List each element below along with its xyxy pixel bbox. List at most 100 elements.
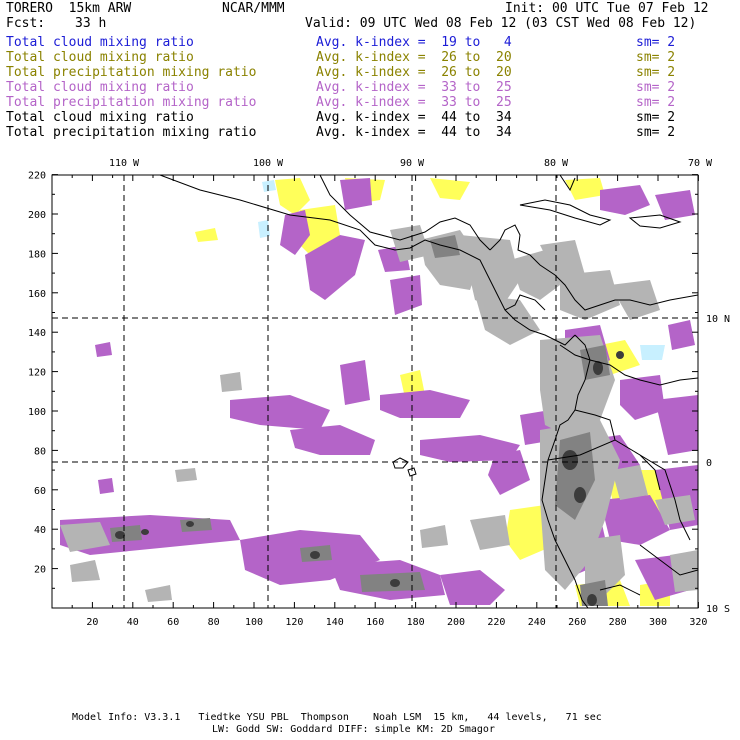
yellow-area: [400, 370, 425, 398]
coastline-south-america: [541, 334, 591, 608]
border-peru: [547, 439, 661, 491]
purple-area: [98, 478, 114, 494]
purple-area: [600, 185, 650, 215]
gray-area: [390, 225, 430, 262]
purple-area: [290, 425, 375, 455]
x-tick-label: 160: [366, 617, 384, 628]
dark-cell: [141, 529, 149, 535]
field-name: Total precipitation mixing ratio: [6, 65, 257, 80]
longitude-label: 100 W: [253, 158, 284, 169]
border-bolivia: [639, 544, 698, 576]
gray-area: [510, 250, 560, 300]
gray-area: [612, 465, 648, 500]
y-tick-label: 60: [34, 486, 46, 497]
field-kindex: Avg. k-index = 26 to 20: [316, 65, 512, 80]
forecast-label: Fcst:: [6, 16, 46, 31]
yellow-area: [430, 178, 470, 200]
field-sm: sm= 2: [636, 65, 676, 80]
x-tick-label: 80: [208, 617, 220, 628]
y-tick-label: 100: [28, 407, 46, 418]
border-chile: [599, 584, 641, 596]
gray-area: [220, 372, 242, 392]
field-kindex: Avg. k-index = 44 to 34: [316, 125, 512, 140]
field-sm: sm= 2: [636, 80, 676, 95]
longitude-label: 70 W: [688, 158, 713, 169]
coastline-yucatan: [489, 224, 531, 256]
x-tick-label: 260: [568, 617, 586, 628]
gray-area: [60, 522, 110, 552]
purple-area: [440, 570, 505, 605]
valid-time: Valid: 09 UTC Wed 08 Feb 12 (03 CST Wed …: [305, 16, 697, 31]
coastlines: [159, 175, 698, 608]
longitude-label: 80 W: [544, 158, 569, 169]
latitude-label: 0: [706, 458, 712, 469]
field-sm: sm= 2: [636, 110, 676, 125]
axis-labels: 20 40 60 80 100 120 140 160 180 200 220 240 260 280 30…: [28, 158, 730, 628]
purple-area: [655, 190, 695, 220]
model-info-line2: LW: Godd SW: Goddard DIFF: simple KM: 2D…: [212, 724, 495, 735]
dark-cell: [616, 351, 624, 359]
y-tick-label: 80: [34, 446, 46, 457]
y-tick-label: 20: [34, 565, 46, 576]
gray-mid-area: [110, 525, 142, 542]
model-title: TORERO 15km ARW: [6, 1, 132, 16]
coastline-cuba: [519, 199, 612, 226]
purple-area: [380, 390, 470, 418]
latitude-label: 10 S: [706, 604, 730, 615]
longitude-label: 110 W: [109, 158, 140, 169]
purple-area: [390, 275, 422, 315]
gray-area: [145, 585, 172, 602]
x-tick-label: 120: [285, 617, 303, 628]
x-tick-label: 100: [245, 617, 263, 628]
field-sm: sm= 2: [636, 35, 676, 50]
longitude-label: 90 W: [400, 158, 425, 169]
dark-cell: [562, 450, 578, 470]
purple-area: [600, 495, 670, 545]
coastline-florida: [559, 175, 576, 192]
yellow-area: [565, 178, 605, 200]
field-kindex: Avg. k-index = 26 to 20: [316, 50, 512, 65]
purple-area: [230, 395, 330, 430]
coastline-hispaniola: [628, 214, 682, 229]
y-tick-label: 120: [28, 368, 46, 379]
model-info-line1: Model Info: V3.3.1 Tiedtke YSU PBL Thomp…: [72, 712, 602, 723]
gray-area: [420, 525, 448, 548]
coastline-panama: [559, 344, 591, 361]
lat-lon-grid: [52, 175, 698, 608]
border-ecuador: [574, 409, 616, 441]
field-name: Total cloud mixing ratio: [6, 110, 194, 125]
y-tick-label: 200: [28, 210, 46, 221]
gray-area: [610, 280, 660, 320]
x-tick-label: 140: [326, 617, 344, 628]
purple-area: [488, 450, 530, 495]
coastline-mexico: [159, 175, 576, 346]
gray-mid-area: [180, 518, 212, 532]
x-tick-label: 220: [487, 617, 505, 628]
dark-cell: [186, 521, 194, 527]
x-tick-label: 180: [407, 617, 425, 628]
axis-ticks: [52, 174, 699, 608]
coastline-caribbean: [529, 254, 698, 311]
center-label: NCAR/MMM: [222, 1, 285, 16]
dark-cell: [115, 531, 125, 539]
purple-area: [280, 210, 310, 255]
border-peru-brazil: [639, 454, 691, 541]
field-name: Total cloud mixing ratio: [6, 80, 194, 95]
gray-area: [70, 560, 100, 582]
y-tick-label: 40: [34, 525, 46, 536]
purple-area: [305, 235, 365, 300]
purple-area: [95, 342, 112, 357]
gray-dark-regions: [115, 351, 624, 606]
light-blue-area: [258, 220, 270, 238]
field-kindex: Avg. k-index = 33 to 25: [316, 95, 512, 110]
gray-area: [560, 270, 620, 320]
gray-area: [475, 295, 540, 345]
light-blue-area: [262, 180, 276, 192]
forecast-hours: 33 h: [75, 16, 107, 31]
x-tick-label: 60: [167, 617, 179, 628]
dark-cell: [593, 361, 603, 375]
x-tick-label: 280: [609, 617, 627, 628]
field-kindex: Avg. k-index = 33 to 25: [316, 80, 512, 95]
field-name: Total precipitation mixing ratio: [6, 125, 257, 140]
yellow-area: [275, 178, 310, 215]
